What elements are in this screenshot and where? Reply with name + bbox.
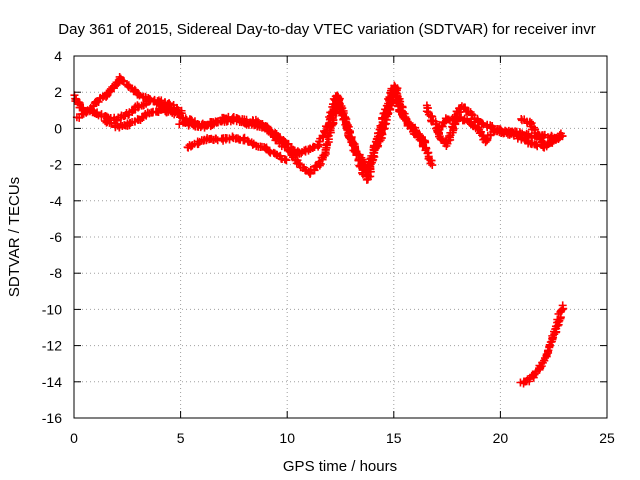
data-point <box>280 155 289 164</box>
series-track-i <box>516 301 568 388</box>
x-tick-label: 5 <box>177 430 185 446</box>
data-points <box>70 72 568 388</box>
data-point <box>539 140 548 149</box>
y-tick-label: 2 <box>54 84 62 100</box>
data-point <box>175 120 184 129</box>
data-point <box>362 165 371 174</box>
y-tick-label: 4 <box>54 48 62 64</box>
axis-ticks <box>73 55 608 419</box>
data-point <box>323 139 332 148</box>
y-tick-label: -16 <box>42 410 62 426</box>
data-point <box>394 95 403 104</box>
y-tick-label: -8 <box>50 265 63 281</box>
x-tick-label: 15 <box>386 430 402 446</box>
x-tick-labels: 0 5 10 15 20 25 <box>70 430 615 446</box>
data-point <box>111 121 120 130</box>
y-tick-label: -14 <box>42 374 62 390</box>
data-point <box>126 118 135 127</box>
data-point <box>556 129 565 138</box>
chart-title: Day 361 of 2015, Sidereal Day-to-day VTE… <box>58 21 595 38</box>
data-point <box>549 333 558 342</box>
y-tick-label: -6 <box>50 229 63 245</box>
data-point <box>365 158 374 167</box>
data-point <box>558 301 567 310</box>
data-point <box>387 95 396 104</box>
y-tick-labels: 4 2 0 -2 -4 -6 -8 -10 -12 -14 -16 <box>42 48 62 426</box>
data-point <box>540 140 549 149</box>
x-tick-label: 10 <box>279 430 295 446</box>
series-track-e <box>183 132 291 165</box>
series-track-h <box>517 114 549 149</box>
y-tick-label: -12 <box>42 338 62 354</box>
data-point <box>144 97 153 106</box>
y-tick-label: -2 <box>50 157 63 173</box>
x-axis-label: GPS time / hours <box>283 458 397 475</box>
data-point <box>272 135 281 144</box>
series-track-b <box>72 95 186 125</box>
y-tick-label: 0 <box>54 120 62 136</box>
series-track-g <box>433 112 567 152</box>
data-point <box>531 367 540 376</box>
series-track-d <box>175 83 430 179</box>
data-point <box>94 97 103 106</box>
x-tick-label: 0 <box>70 430 78 446</box>
y-tick-label: -10 <box>42 301 62 317</box>
data-point <box>320 151 329 160</box>
x-tick-label: 20 <box>493 430 509 446</box>
data-point <box>467 109 476 118</box>
data-point <box>426 159 435 168</box>
data-point <box>78 110 87 119</box>
x-tick-label: 25 <box>599 430 615 446</box>
data-point <box>282 156 291 165</box>
data-point <box>294 159 303 168</box>
data-point <box>265 147 274 156</box>
data-point <box>412 127 421 136</box>
y-axis-label: SDTVAR / TECUs <box>6 177 23 297</box>
y-tick-label: -4 <box>50 193 63 209</box>
data-point <box>428 161 437 170</box>
data-point <box>134 90 143 99</box>
data-point <box>421 138 430 147</box>
